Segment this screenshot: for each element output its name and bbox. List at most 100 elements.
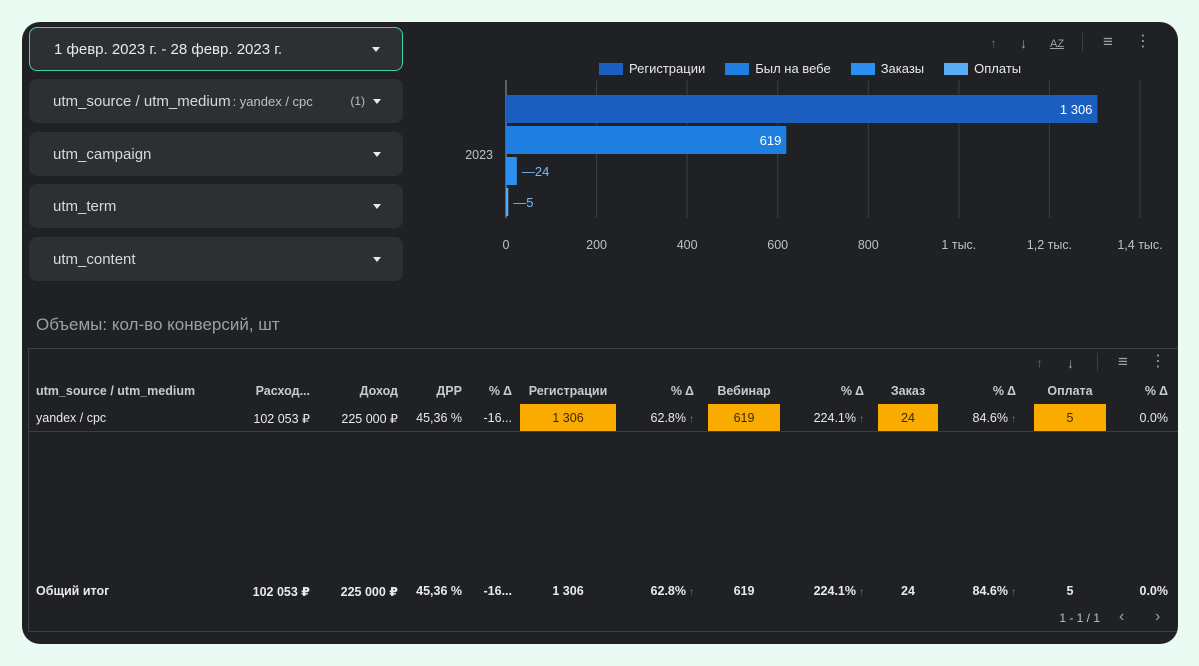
arrow-up-icon: ↑	[689, 414, 694, 425]
x-tick-label: 1,4 тыс.	[1117, 238, 1162, 252]
total-cell: 62.8% ↑	[620, 577, 698, 605]
utm-term-filter[interactable]: utm_term	[29, 184, 403, 228]
data-label: —24	[522, 164, 549, 179]
conversions-table: utm_source / utm_medium Расход... Доход …	[28, 378, 1172, 432]
chevron-down-icon	[373, 98, 381, 104]
x-tick-label: 0	[503, 238, 510, 252]
bar-1	[506, 126, 787, 154]
legend-item-webinar[interactable]: Был на вебе	[725, 61, 831, 76]
sort-descending-icon[interactable]: ↓	[1067, 355, 1074, 371]
toolbar-divider	[1097, 353, 1098, 371]
percent-value: 84.6%	[972, 584, 1008, 598]
table-cell: 84.6% ↑	[948, 404, 1020, 432]
total-cell: 0.0%	[1139, 584, 1169, 598]
arrow-up-icon: ↑	[1011, 414, 1016, 425]
chevron-down-icon	[373, 256, 381, 262]
total-cell: 24	[901, 584, 915, 598]
column-header[interactable]: utm_source / utm_medium	[36, 384, 196, 398]
table-cell: 0.0%	[1139, 411, 1169, 425]
legend-label: Был на вебе	[755, 61, 831, 76]
bar-3	[506, 188, 509, 216]
date-range-label: 1 февр. 2023 г. - 28 февр. 2023 г.	[54, 40, 283, 58]
data-label: —5	[513, 195, 533, 210]
arrow-up-icon: ↑	[859, 587, 864, 598]
bar-2	[506, 157, 517, 185]
bar-0	[506, 95, 1098, 123]
table-cell: 102 053 ₽	[253, 411, 310, 426]
x-tick-label: 200	[586, 238, 607, 252]
legend-swatch	[850, 62, 875, 75]
utm-campaign-filter[interactable]: utm_campaign	[29, 132, 403, 176]
bar-chart: 0 200 400 600 800 1 тыс. 1,2 тыс. 1,4 тыс. 2023 1…	[465, 80, 1163, 252]
sort-descending-icon[interactable]: ↓	[1020, 35, 1027, 51]
chevron-left-icon[interactable]: ‹	[1119, 608, 1125, 625]
total-cell: 45,36 %	[416, 584, 462, 598]
x-tick-label: 800	[858, 238, 879, 252]
x-tick-label: 1,2 тыс.	[1027, 238, 1072, 252]
legend-item-orders[interactable]: Заказы	[850, 61, 924, 76]
column-header[interactable]: Регистрации	[528, 384, 608, 398]
sort-ascending-icon[interactable]: ↑	[990, 35, 997, 51]
pagination-label: 1 - 1 / 1	[1059, 611, 1100, 625]
percent-value: 224.1%	[813, 584, 856, 598]
chevron-right-icon[interactable]: ›	[1155, 608, 1161, 625]
date-range-filter[interactable]: 1 февр. 2023 г. - 28 февр. 2023 г.	[29, 27, 403, 71]
column-header[interactable]: % Δ	[1144, 384, 1168, 398]
percent-value: 224.1%	[813, 411, 856, 425]
more-options-icon[interactable]: ⋮	[1135, 33, 1151, 50]
total-cell: 1 306	[552, 584, 584, 598]
total-cell: 102 053 ₽	[252, 584, 310, 599]
arrow-up-icon: ↑	[859, 414, 864, 425]
column-header[interactable]: ДРР	[436, 384, 462, 398]
filter-icon[interactable]: ≡	[1118, 352, 1128, 371]
sort-alphabetical-icon[interactable]: AZ	[1050, 38, 1065, 50]
table-cell: 225 000 ₽	[341, 411, 398, 426]
utm-content-filter[interactable]: utm_content	[29, 237, 403, 281]
highlighted-cell: 1 306	[520, 404, 616, 432]
sort-ascending-icon[interactable]: ↑	[1036, 355, 1043, 371]
data-label: 1 306	[1060, 102, 1093, 117]
legend-swatch	[599, 62, 623, 75]
legend-item-payments[interactable]: Оплаты	[944, 61, 1021, 76]
total-cell: 619	[733, 584, 755, 598]
legend-item-registrations[interactable]: Регистрации	[599, 61, 705, 76]
percent-value: 62.8%	[650, 411, 686, 425]
x-tick-label: 400	[677, 238, 698, 252]
filter-selected-value: : yandex / cpc	[232, 93, 313, 109]
filter-icon[interactable]: ≡	[1103, 32, 1113, 51]
more-options-icon[interactable]: ⋮	[1150, 353, 1166, 370]
chart-legend: Регистрации Был на вебе Заказы Оплаты	[599, 61, 1021, 76]
total-cell: 225 000 ₽	[340, 584, 398, 599]
total-label: Общий итог	[36, 584, 110, 598]
table-cell: 62.8% ↑	[620, 404, 698, 432]
utm-source-medium-filter[interactable]: utm_source / utm_medium : yandex / cpc (…	[29, 79, 403, 123]
column-header[interactable]: Расход...	[255, 384, 310, 398]
table-container	[28, 348, 1178, 632]
column-header[interactable]: Заказ	[890, 384, 926, 398]
percent-value: 84.6%	[972, 411, 1008, 425]
total-cell: 84.6% ↑	[948, 577, 1020, 605]
toolbar-divider	[1082, 33, 1083, 51]
report-panel: 1 февр. 2023 г. - 28 февр. 2023 г. utm_s…	[22, 22, 1178, 644]
column-header[interactable]: Вебинар	[717, 384, 771, 398]
filter-label: utm_source / utm_medium	[53, 92, 231, 110]
column-header[interactable]: % Δ	[488, 384, 512, 398]
column-header[interactable]: Оплата	[1047, 384, 1093, 398]
legend-swatch	[944, 62, 969, 75]
column-header[interactable]: % Δ	[840, 384, 864, 398]
filter-label: utm_term	[53, 197, 117, 215]
legend-label: Оплаты	[974, 61, 1022, 76]
percent-value: 62.8%	[650, 584, 686, 598]
filter-label: utm_content	[53, 250, 136, 268]
filter-selected-count: (1)	[350, 94, 365, 108]
table-cell: -16...	[483, 411, 513, 425]
x-tick-label: 600	[767, 238, 788, 252]
table-cell: yandex / cpc	[36, 411, 107, 425]
chevron-down-icon	[373, 203, 381, 209]
column-header[interactable]: % Δ	[992, 384, 1016, 398]
column-header[interactable]: Доход	[359, 384, 398, 398]
table-row[interactable]: yandex / cpc 102 053 ₽ 225 000 ₽ 45,36 %…	[28, 404, 1172, 432]
column-header[interactable]: % Δ	[670, 384, 694, 398]
table-cell: 224.1% ↑	[790, 404, 868, 432]
table-cell: 45,36 %	[416, 411, 462, 425]
